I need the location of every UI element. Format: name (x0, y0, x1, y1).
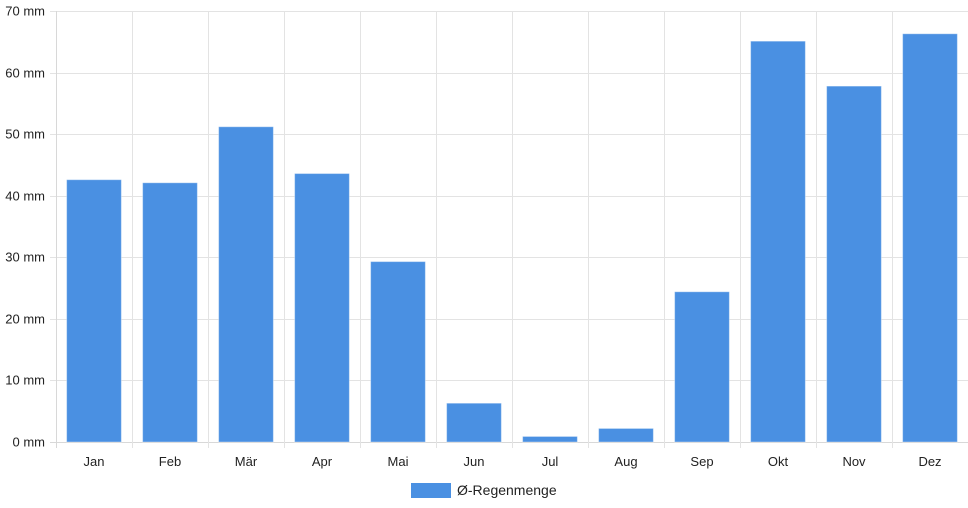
x-tick-label: Aug (614, 454, 637, 469)
x-tick-label: Jun (464, 454, 485, 469)
bars (66, 33, 958, 443)
x-tick-label: Apr (312, 454, 333, 469)
x-tick-label: Jul (542, 454, 559, 469)
bar-okt[interactable] (750, 40, 806, 443)
x-tick-label: Sep (690, 454, 713, 469)
y-tick-label: 0 mm (13, 435, 46, 450)
y-tick-label: 30 mm (5, 250, 45, 265)
bar-dez[interactable] (902, 33, 958, 443)
bar-apr[interactable] (294, 173, 350, 443)
bar-mär[interactable] (218, 126, 274, 443)
y-tick-label: 60 mm (5, 66, 45, 81)
bar-jun[interactable] (446, 402, 502, 443)
y-tick-label: 20 mm (5, 312, 45, 327)
grid (50, 11, 968, 448)
y-tick-label: 10 mm (5, 373, 45, 388)
y-tick-label: 50 mm (5, 127, 45, 142)
legend[interactable]: Ø-Regenmenge (411, 482, 557, 498)
x-tick-label: Okt (768, 454, 789, 469)
x-tick-label: Nov (842, 454, 866, 469)
x-tick-label: Mai (388, 454, 409, 469)
bar-mai[interactable] (370, 261, 426, 443)
x-tick-label: Feb (159, 454, 181, 469)
x-tick-label: Mär (235, 454, 258, 469)
bar-sep[interactable] (674, 291, 730, 443)
x-tick-label: Jan (84, 454, 105, 469)
x-tick-label: Dez (918, 454, 941, 469)
bar-feb[interactable] (142, 182, 198, 443)
bar-jan[interactable] (66, 179, 122, 443)
axes: 0 mm 10 mm 20 mm 30 mm 40 mm 50 mm 60 mm 70 mm J… (5, 4, 941, 470)
bar-aug[interactable] (598, 427, 654, 443)
legend-label[interactable]: Ø-Regenmenge (457, 482, 557, 498)
y-tick-label: 70 mm (5, 4, 45, 19)
legend-swatch[interactable] (411, 483, 451, 498)
y-tick-label: 40 mm (5, 189, 45, 204)
bar-jul[interactable] (522, 435, 578, 443)
bar-nov[interactable] (826, 85, 882, 443)
